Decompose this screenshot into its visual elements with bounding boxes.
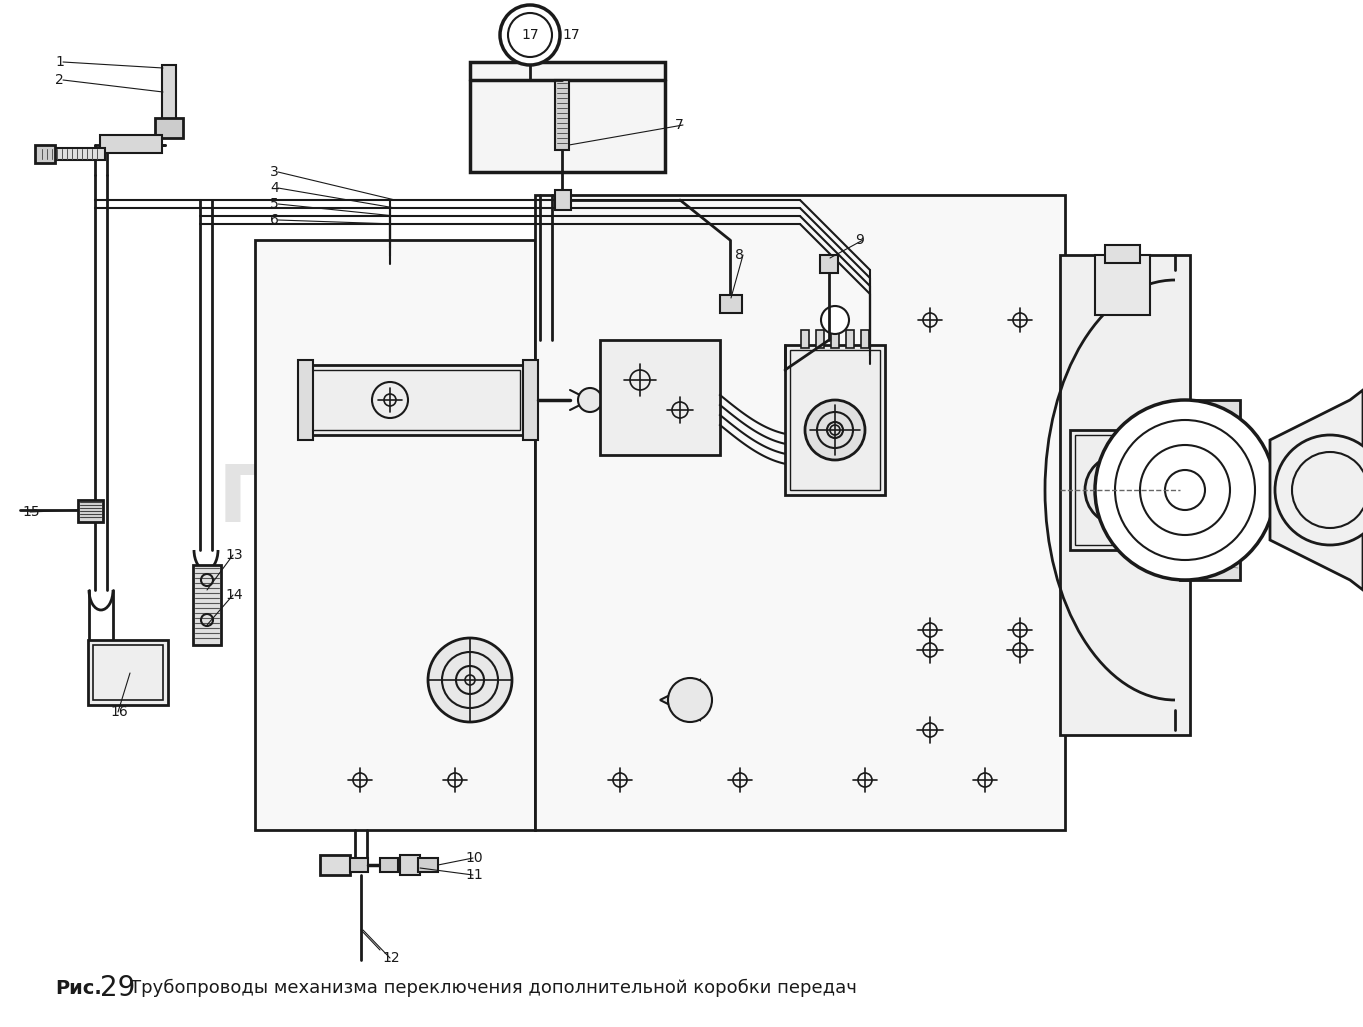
Text: 12: 12 — [382, 951, 399, 965]
Bar — [194, 565, 221, 645]
Bar — [1075, 435, 1165, 545]
Text: 29: 29 — [99, 974, 135, 1002]
Bar — [555, 190, 571, 210]
Text: 16: 16 — [110, 705, 128, 719]
Bar — [78, 500, 104, 522]
Bar — [831, 330, 840, 348]
Text: 5: 5 — [270, 197, 279, 211]
Text: 17: 17 — [562, 28, 579, 42]
Bar — [162, 65, 176, 120]
Bar — [320, 855, 350, 875]
Bar — [298, 360, 313, 440]
Circle shape — [821, 306, 849, 334]
Bar — [1060, 255, 1190, 735]
Bar — [399, 855, 420, 875]
Circle shape — [428, 638, 512, 722]
Text: 7: 7 — [675, 118, 684, 132]
Text: 11: 11 — [465, 868, 483, 882]
Bar — [418, 858, 438, 872]
Bar — [255, 240, 536, 830]
Bar — [93, 645, 164, 700]
Text: 4: 4 — [270, 181, 279, 195]
Bar — [1070, 430, 1169, 550]
Text: 6: 6 — [270, 213, 279, 227]
Text: 10: 10 — [465, 851, 483, 865]
Bar — [861, 330, 870, 348]
Circle shape — [578, 388, 602, 412]
Bar — [470, 62, 665, 172]
Text: Трубопроводы механизма переключения дополнительной коробки передач: Трубопроводы механизма переключения допо… — [129, 979, 857, 997]
Text: 14: 14 — [225, 588, 243, 602]
Circle shape — [1085, 455, 1154, 525]
Bar — [1094, 255, 1150, 315]
Bar — [99, 135, 162, 153]
Text: 15: 15 — [22, 505, 40, 519]
Bar — [155, 118, 183, 138]
Text: Рис.: Рис. — [55, 979, 102, 997]
Circle shape — [1094, 400, 1274, 580]
Bar — [40, 148, 105, 160]
Text: 1: 1 — [55, 55, 64, 69]
Text: 8: 8 — [735, 248, 744, 262]
Bar — [801, 330, 810, 348]
Bar — [89, 640, 168, 705]
Bar — [380, 858, 398, 872]
Bar — [350, 858, 368, 872]
Circle shape — [1274, 435, 1363, 545]
Bar — [523, 360, 538, 440]
Bar — [536, 195, 1065, 830]
Text: ПЛАНЕТА ЖЕЛЕЗЯК: ПЛАНЕТА ЖЕЛЕЗЯК — [218, 461, 1142, 539]
Text: 17: 17 — [521, 28, 538, 42]
Bar — [816, 330, 825, 348]
Bar — [821, 255, 838, 273]
Bar — [555, 80, 568, 150]
Circle shape — [668, 678, 711, 722]
Bar — [305, 365, 525, 435]
Bar — [309, 370, 521, 430]
Text: 3: 3 — [270, 165, 279, 179]
Bar — [1105, 245, 1139, 263]
Polygon shape — [1270, 390, 1363, 589]
Polygon shape — [660, 680, 701, 720]
Circle shape — [806, 400, 866, 460]
Bar — [791, 350, 880, 490]
Circle shape — [500, 5, 560, 65]
Bar — [785, 345, 885, 495]
Text: 13: 13 — [225, 548, 243, 562]
Text: 2: 2 — [55, 73, 64, 87]
Bar — [720, 295, 741, 313]
Bar — [600, 340, 720, 455]
Bar — [846, 330, 855, 348]
Text: 9: 9 — [855, 233, 864, 248]
Bar — [1180, 400, 1240, 580]
Bar — [35, 145, 55, 163]
